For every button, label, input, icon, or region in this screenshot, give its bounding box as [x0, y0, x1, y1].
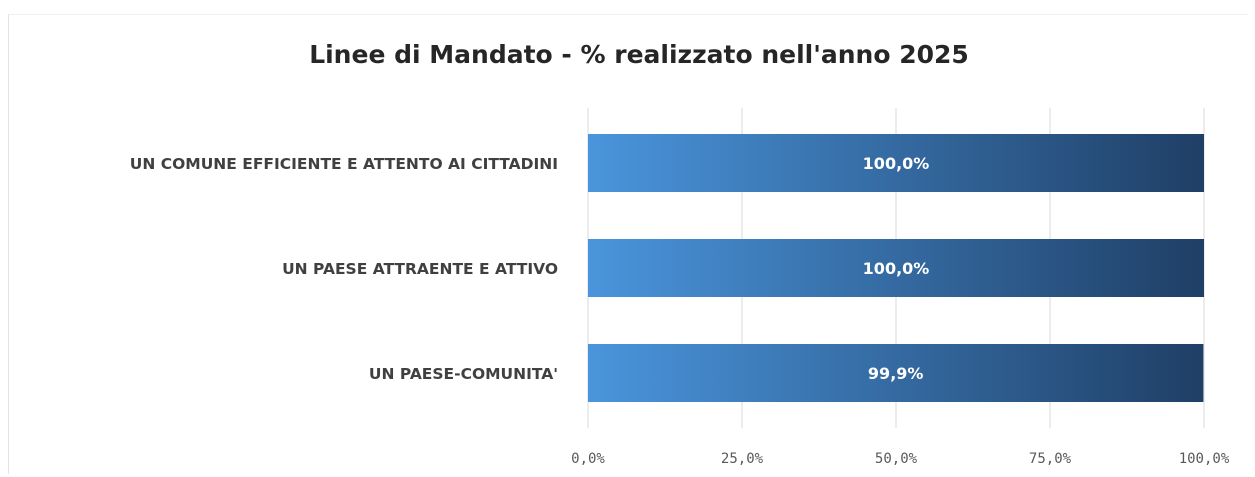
x-tick-label: 50,0%: [875, 451, 918, 467]
x-tick-label: 100,0%: [1179, 451, 1230, 467]
category-label: UN PAESE ATTRAENTE E ATTIVO: [282, 260, 558, 278]
category-label: UN COMUNE EFFICIENTE E ATTENTO AI CITTAD…: [130, 155, 558, 173]
chart-title: Linee di Mandato - % realizzato nell'ann…: [309, 40, 969, 69]
category-labels: UN COMUNE EFFICIENTE E ATTENTO AI CITTAD…: [130, 155, 558, 383]
bar: [588, 239, 1204, 297]
bars: [588, 134, 1204, 402]
x-axis-ticks: 0,0% 25,0% 50,0% 75,0% 100,0%: [571, 451, 1230, 467]
x-tick-label: 0,0%: [571, 451, 605, 467]
data-label: 100,0%: [863, 259, 930, 278]
bar: [588, 344, 1204, 402]
data-label: 99,9%: [868, 364, 924, 383]
chart-frame: [8, 14, 1248, 474]
data-label: 100,0%: [863, 154, 930, 173]
x-tick-label: 25,0%: [721, 451, 764, 467]
x-tick-label: 75,0%: [1029, 451, 1072, 467]
category-label: UN PAESE-COMUNITA': [369, 365, 558, 383]
bar: [588, 134, 1204, 192]
value-labels: 100,0% 100,0% 99,9%: [863, 154, 930, 383]
